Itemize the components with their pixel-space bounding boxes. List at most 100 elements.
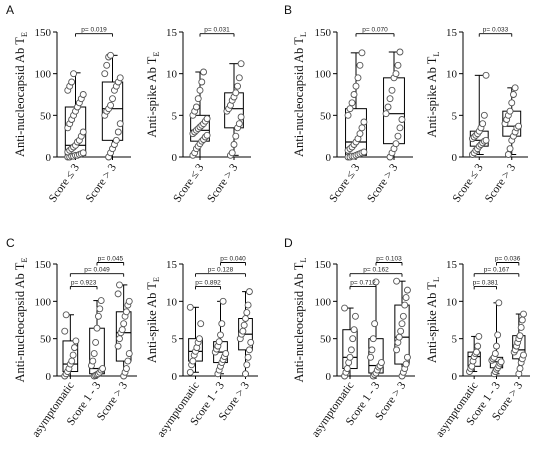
data-point: [398, 116, 406, 123]
data-point: [68, 78, 76, 86]
data-point: [114, 128, 122, 136]
y-axis-title: Anti-spike Ab TL: [425, 277, 441, 363]
data-point: [123, 365, 130, 372]
data-point: [61, 327, 69, 335]
data-point: [520, 351, 527, 359]
data-point: [493, 342, 500, 350]
data-point: [341, 304, 349, 312]
data-point: [89, 357, 97, 365]
p-value-label: p= 0.031: [204, 27, 230, 34]
data-point: [222, 350, 230, 358]
y-tick-label: 15: [166, 259, 178, 271]
data-point: [497, 358, 505, 366]
data-point: [388, 86, 396, 94]
y-axis-title: Anti-spike Ab TL: [425, 51, 441, 137]
y-tick-label: 50: [320, 334, 332, 346]
data-point: [215, 338, 223, 346]
data-point: [97, 297, 105, 305]
data-point: [386, 95, 394, 103]
p-value-label: p= 0.036: [495, 256, 521, 263]
y-tick-label: 150: [35, 259, 52, 271]
data-point: [107, 51, 115, 59]
data-point: [96, 305, 104, 313]
data-point: [62, 311, 70, 319]
panel-label-c: C: [6, 236, 15, 250]
data-point: [398, 320, 406, 328]
y-tick-label: 0: [46, 371, 52, 383]
data-point: [232, 132, 240, 140]
data-point: [509, 91, 517, 98]
y-tick-label: 15: [166, 27, 178, 39]
y-tick-label: 5: [452, 110, 458, 122]
data-point: [116, 281, 123, 289]
data-point: [356, 61, 364, 69]
y-tick-label: 0: [452, 152, 458, 164]
category-label: Score > 3: [205, 162, 240, 205]
y-axis-title-subscript: L: [298, 32, 308, 37]
data-point: [504, 151, 512, 158]
data-point: [347, 346, 355, 354]
data-point: [245, 288, 253, 296]
data-point: [511, 84, 519, 92]
data-point: [112, 136, 120, 144]
data-point: [482, 136, 490, 144]
y-axis-title-subscript: L: [431, 277, 441, 282]
p-value-label: p= 0.923: [71, 279, 97, 286]
data-point: [482, 71, 490, 79]
data-point: [90, 350, 98, 358]
data-point: [114, 290, 122, 298]
data-point: [403, 353, 411, 361]
data-point: [79, 128, 87, 136]
category-label: Score ≤ 3: [451, 162, 486, 205]
panel-label-a: A: [6, 3, 14, 17]
data-point: [243, 361, 251, 369]
chart-d-6: 0 50 100 150 Anti-nucleocapsid Ab TLasymptom…: [292, 256, 415, 440]
y-tick-label: 100: [35, 69, 52, 81]
y-tick-label: 0: [326, 152, 332, 164]
data-point: [508, 99, 516, 107]
category-label: Score ≤ 3: [47, 162, 82, 205]
p-value-label: p= 0.070: [362, 27, 388, 34]
category-label: Score > 3: [84, 162, 119, 205]
data-point: [399, 312, 407, 320]
data-point: [242, 370, 249, 378]
data-point: [125, 297, 133, 305]
data-point: [247, 338, 255, 346]
y-tick-label: 5: [172, 334, 178, 346]
y-tick-label: 10: [166, 69, 178, 81]
data-point: [92, 338, 100, 346]
data-point: [393, 277, 401, 285]
y-axis-title: Anti-nucleocapsid Ab TL: [292, 32, 308, 157]
y-tick-label: 5: [452, 334, 458, 346]
p-value-label: p= 0.033: [483, 27, 509, 34]
data-point: [124, 357, 132, 365]
y-tick-label: 100: [315, 69, 332, 81]
p-value-label: p= 0.892: [195, 279, 221, 286]
y-tick-label: 100: [35, 296, 52, 308]
y-tick-label: 150: [315, 27, 332, 39]
data-point: [384, 103, 392, 111]
data-point: [116, 335, 123, 343]
data-point: [200, 68, 208, 76]
y-tick-label: 10: [166, 296, 178, 308]
data-point: [228, 149, 236, 157]
data-point: [192, 103, 200, 111]
data-point: [394, 61, 402, 69]
data-point: [491, 350, 499, 358]
y-tick-label: 0: [46, 152, 52, 164]
data-point: [218, 320, 226, 328]
data-point: [344, 111, 352, 119]
data-point: [72, 337, 80, 345]
data-point: [394, 132, 402, 140]
data-point: [230, 141, 238, 148]
data-point: [367, 353, 375, 361]
data-point: [244, 353, 252, 361]
data-point: [516, 365, 524, 372]
data-point: [495, 299, 503, 307]
data-point: [71, 344, 78, 352]
data-point: [515, 122, 522, 130]
y-tick-label: 15: [446, 259, 458, 271]
